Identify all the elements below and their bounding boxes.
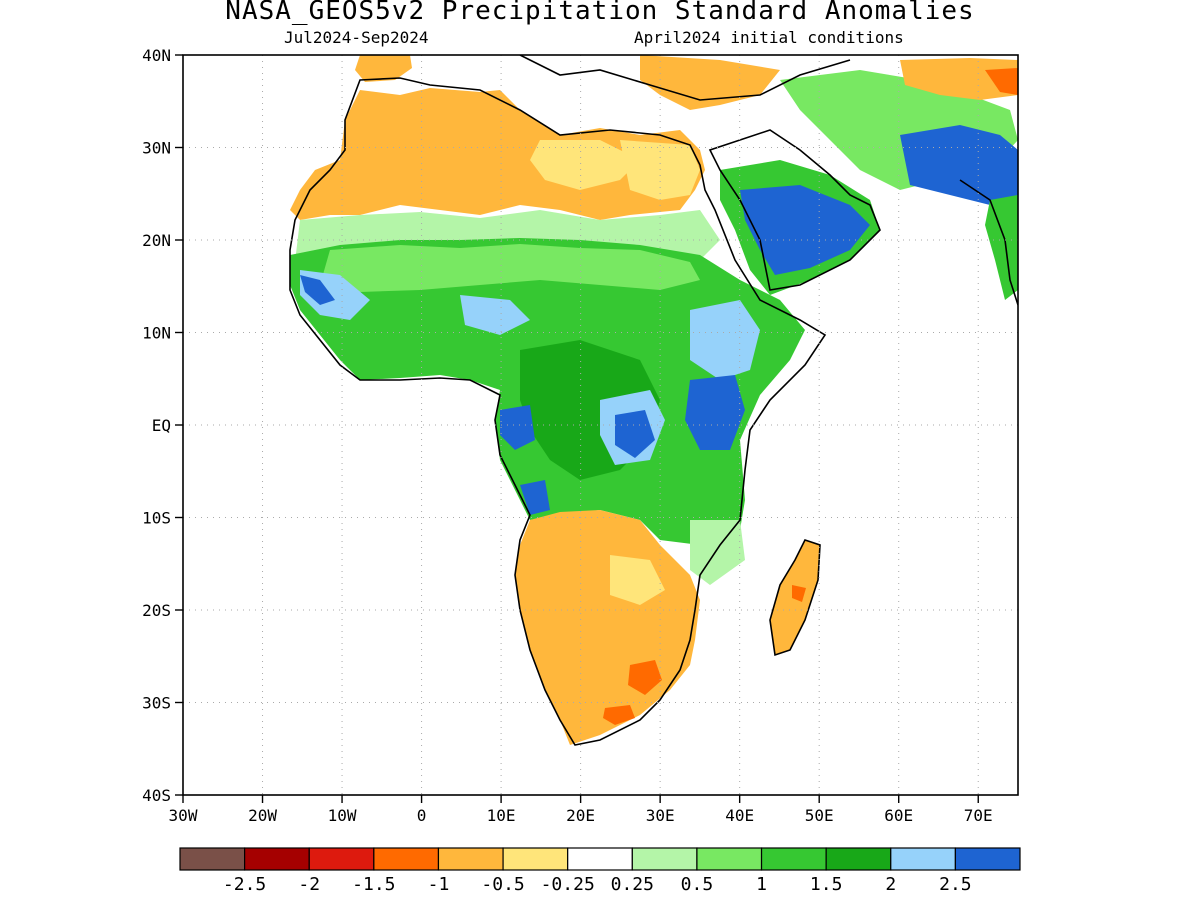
mediterranean-dry — [640, 55, 780, 110]
legend-swatch — [244, 847, 310, 871]
legend-swatch — [179, 847, 246, 871]
legend-label: 0.25 — [611, 874, 654, 895]
lon-tick-label: 10E — [487, 806, 516, 825]
east-africa-light-blue — [690, 300, 760, 380]
lon-tick-label: 30E — [646, 806, 675, 825]
congo-blue — [615, 410, 655, 458]
initial-conditions: April2024 initial conditions — [634, 28, 904, 47]
india-green — [985, 195, 1018, 300]
great-lakes-blue — [685, 375, 745, 450]
legend-swatch — [437, 847, 504, 871]
madagascar-very-dry — [792, 585, 806, 602]
north-africa-dry-region — [290, 88, 705, 220]
legend-swatch — [890, 847, 956, 871]
southern-africa-slightly-dry — [610, 555, 665, 605]
coastlines — [289, 55, 1018, 746]
legend-label: -0.5 — [481, 874, 524, 895]
lat-tick-label: 40N — [142, 46, 171, 65]
color-legend: -2.5 -2 -1.5 -1 -0.5 -0.25 0.25 0.5 1 1.5 2 2.5 — [179, 847, 1021, 895]
lat-tick-label: 20S — [142, 601, 171, 620]
legend-label: -1.5 — [352, 874, 395, 895]
legend-label: -2.5 — [223, 874, 266, 895]
map-title: NASA_GEOS5v2 Precipitation Standard Anom… — [225, 0, 975, 26]
legend-label: 1.5 — [810, 874, 843, 895]
legend-swatch — [825, 847, 892, 871]
lat-tick-label: 10S — [142, 509, 171, 528]
legend-swatch — [502, 847, 569, 871]
madagascar-coastline — [769, 539, 821, 657]
legend-label: 2 — [885, 874, 896, 895]
legend-label: -2 — [298, 874, 320, 895]
mozambique-wet — [690, 520, 745, 585]
sahel-mid-green — [320, 244, 700, 292]
lat-tick-label: 40S — [142, 786, 171, 805]
longitude-axis: 30W 20W 10W 0 10E 20E 30E 40E 50E 60E 70E — [169, 795, 993, 825]
lat-tick-label: 10N — [142, 324, 171, 343]
lon-tick-label: 10W — [328, 806, 357, 825]
west-africa-blue — [300, 275, 335, 305]
south-asia-blue — [900, 125, 1018, 205]
legend-swatch — [308, 847, 375, 871]
morocco-dry — [355, 55, 412, 82]
legend-swatch — [760, 847, 827, 871]
legend-label: -0.25 — [541, 874, 595, 895]
iran-dry — [900, 58, 1018, 100]
legend-label: -1 — [428, 874, 450, 895]
north-africa-slightly-dry — [530, 140, 640, 190]
lon-tick-label: 0 — [417, 806, 427, 825]
gabon-blue — [500, 405, 535, 450]
latitude-axis: 40N 30N 20N 10N EQ 10S 20S 30S 40S — [142, 46, 183, 805]
arabia-coastline — [708, 129, 881, 291]
lat-tick-label: EQ — [152, 416, 171, 435]
africa-coastline — [289, 77, 827, 746]
legend-label: 1 — [756, 874, 767, 895]
legend-swatch — [696, 847, 763, 871]
south-africa-very-dry-2 — [603, 705, 635, 725]
europe-coastline — [519, 55, 851, 101]
forecast-period: Jul2024-Sep2024 — [284, 28, 429, 47]
lat-tick-label: 20N — [142, 231, 171, 250]
anomaly-field — [290, 55, 1018, 745]
legend-swatch — [567, 847, 633, 871]
caspian-very-dry — [985, 68, 1018, 95]
lon-tick-label: 70E — [964, 806, 993, 825]
legend-swatch — [373, 847, 440, 871]
lon-tick-label: 60E — [884, 806, 913, 825]
lat-tick-label: 30N — [142, 139, 171, 158]
lon-tick-label: 30W — [169, 806, 198, 825]
arabia-blue — [740, 185, 870, 275]
lon-tick-label: 40E — [725, 806, 754, 825]
legend-label: 0.5 — [681, 874, 714, 895]
legend-label: 2.5 — [939, 874, 972, 895]
legend-swatch — [631, 847, 698, 871]
angola-coast-blue — [520, 480, 550, 515]
south-africa-very-dry-1 — [628, 660, 662, 695]
lon-tick-label: 50E — [805, 806, 834, 825]
lon-tick-label: 20E — [566, 806, 595, 825]
lat-tick-label: 30S — [142, 694, 171, 713]
legend-swatch — [954, 847, 1021, 871]
nigeria-light-blue — [460, 295, 530, 335]
lon-tick-label: 20W — [248, 806, 277, 825]
